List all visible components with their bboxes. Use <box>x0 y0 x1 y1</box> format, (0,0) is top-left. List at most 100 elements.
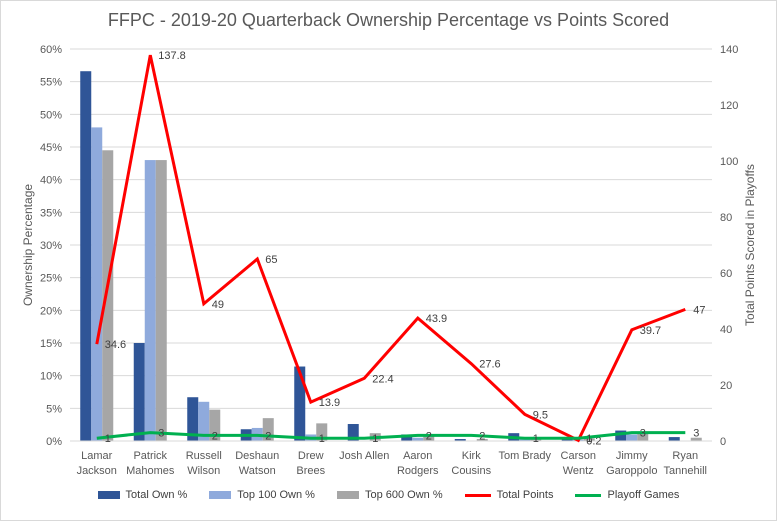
y-tick-label: 40% <box>40 175 62 187</box>
bar-3 <box>423 435 435 441</box>
chart-legend: Total Own % Top 100 Own % Top 600 Own % Tot… <box>0 489 777 501</box>
y2-tick-label: 20 <box>720 380 732 392</box>
x-tick-label: Rodgers <box>397 465 439 477</box>
legend-label: Total Points <box>496 489 554 501</box>
bar-2 <box>91 127 103 442</box>
x-tick-label: Lamar <box>81 450 113 462</box>
bar-3 <box>209 409 221 441</box>
bar-1 <box>615 430 627 441</box>
data-label: 1 <box>372 433 378 445</box>
y-tick-label: 60% <box>40 44 62 56</box>
data-label: 3 <box>693 428 699 440</box>
series-line-1 <box>95 54 686 443</box>
data-label: 34.6 <box>105 339 126 351</box>
data-label: 1 <box>105 433 111 445</box>
x-tick-label: Drew <box>298 450 324 462</box>
y-tick-label: 10% <box>40 371 62 383</box>
data-label: 3 <box>158 428 164 440</box>
data-label: 43.9 <box>426 313 447 325</box>
bar-3 <box>583 438 595 441</box>
x-tick-label: Cousins <box>451 465 491 477</box>
x-tick-label: Josh Allen <box>339 450 389 462</box>
data-label: 1 <box>586 433 592 445</box>
y-tick-label: 5% <box>46 403 62 415</box>
y2-tick-label: 40 <box>720 324 732 336</box>
y-tick-label: 0% <box>46 436 62 448</box>
bar-2 <box>626 434 638 441</box>
bar-1 <box>668 437 680 441</box>
data-label: 47 <box>693 304 705 316</box>
legend-swatch <box>464 493 491 497</box>
x-tick-label: Mahomes <box>126 465 175 477</box>
y-tick-label: 55% <box>40 77 62 89</box>
bar-3 <box>690 437 702 441</box>
y-tick-label: 45% <box>40 142 62 154</box>
y-tick-label: 15% <box>40 338 62 350</box>
legend-swatch <box>97 491 120 499</box>
data-label: 2 <box>265 430 271 442</box>
bar-2 <box>412 437 424 441</box>
bar-3 <box>476 439 488 441</box>
chart-title: FFPC - 2019-20 Quarterback Ownership Per… <box>107 10 670 30</box>
y2-tick-label: 120 <box>720 100 738 112</box>
bar-1 <box>80 71 92 442</box>
legend-item: Total Points <box>464 489 554 501</box>
legend-label: Total Own % <box>125 489 188 501</box>
bar-1 <box>133 343 145 441</box>
y2-tick-label: 100 <box>720 156 738 168</box>
y-tick-label: 25% <box>40 273 62 285</box>
y-tick-label: 30% <box>40 240 62 252</box>
data-label: 65 <box>265 254 277 266</box>
x-tick-label: Tannehill <box>664 465 707 477</box>
y2-axis-title: Total Points Scored in Playoffs <box>743 164 757 326</box>
data-label: 2 <box>479 430 485 442</box>
legend-swatch <box>209 491 232 499</box>
bar-3 <box>637 432 649 441</box>
y-tick-label: 20% <box>40 305 62 317</box>
legend-label: Playoff Games <box>607 489 680 501</box>
data-label: 22.4 <box>372 373 393 385</box>
y2-tick-label: 140 <box>720 44 738 56</box>
bar-3 <box>155 160 167 442</box>
bar-1 <box>294 366 306 441</box>
x-tick-label: Carson <box>561 450 596 462</box>
x-tick-label: Brees <box>296 465 325 477</box>
legend-swatch <box>575 493 602 497</box>
bar-3 <box>102 150 114 441</box>
x-tick-label: Aaron <box>403 450 432 462</box>
data-label: 2 <box>212 430 218 442</box>
bar-1 <box>454 439 466 441</box>
data-label: 27.6 <box>479 359 500 371</box>
x-tick-label: Tom Brady <box>498 450 551 462</box>
x-tick-label: Russell <box>186 450 222 462</box>
x-tick-label: Deshaun <box>235 450 279 462</box>
data-label: 39.7 <box>640 325 661 337</box>
x-tick-label: Wilson <box>187 465 220 477</box>
legend-item: Total Own % <box>97 489 188 501</box>
data-label: 9.5 <box>533 409 548 421</box>
x-tick-label: Watson <box>239 465 276 477</box>
y2-tick-label: 60 <box>720 268 732 280</box>
bar-2 <box>198 401 210 441</box>
data-label: 13.9 <box>319 397 340 409</box>
y-axis-title: Ownership Percentage <box>21 184 35 306</box>
legend-swatch <box>336 491 359 499</box>
bar-1 <box>187 397 199 441</box>
legend-item: Playoff Games <box>575 489 679 501</box>
data-label: 1 <box>533 433 539 445</box>
data-label: 3 <box>640 428 646 440</box>
bar-2 <box>144 160 156 442</box>
series-line-2 <box>96 431 686 440</box>
x-tick-label: Garoppolo <box>606 465 657 477</box>
legend-item: Top 600 Own % <box>336 489 443 501</box>
x-tick-label: Wentz <box>563 465 594 477</box>
data-label: 137.8 <box>158 50 186 62</box>
bar-1 <box>347 424 359 441</box>
y-tick-label: 35% <box>40 207 62 219</box>
x-tick-label: Patrick <box>133 450 167 462</box>
legend-item: Top 100 Own % <box>209 489 315 501</box>
legend-label: Top 600 Own % <box>364 489 443 501</box>
x-tick-label: Jimmy <box>616 450 648 462</box>
bar-1 <box>401 434 413 441</box>
